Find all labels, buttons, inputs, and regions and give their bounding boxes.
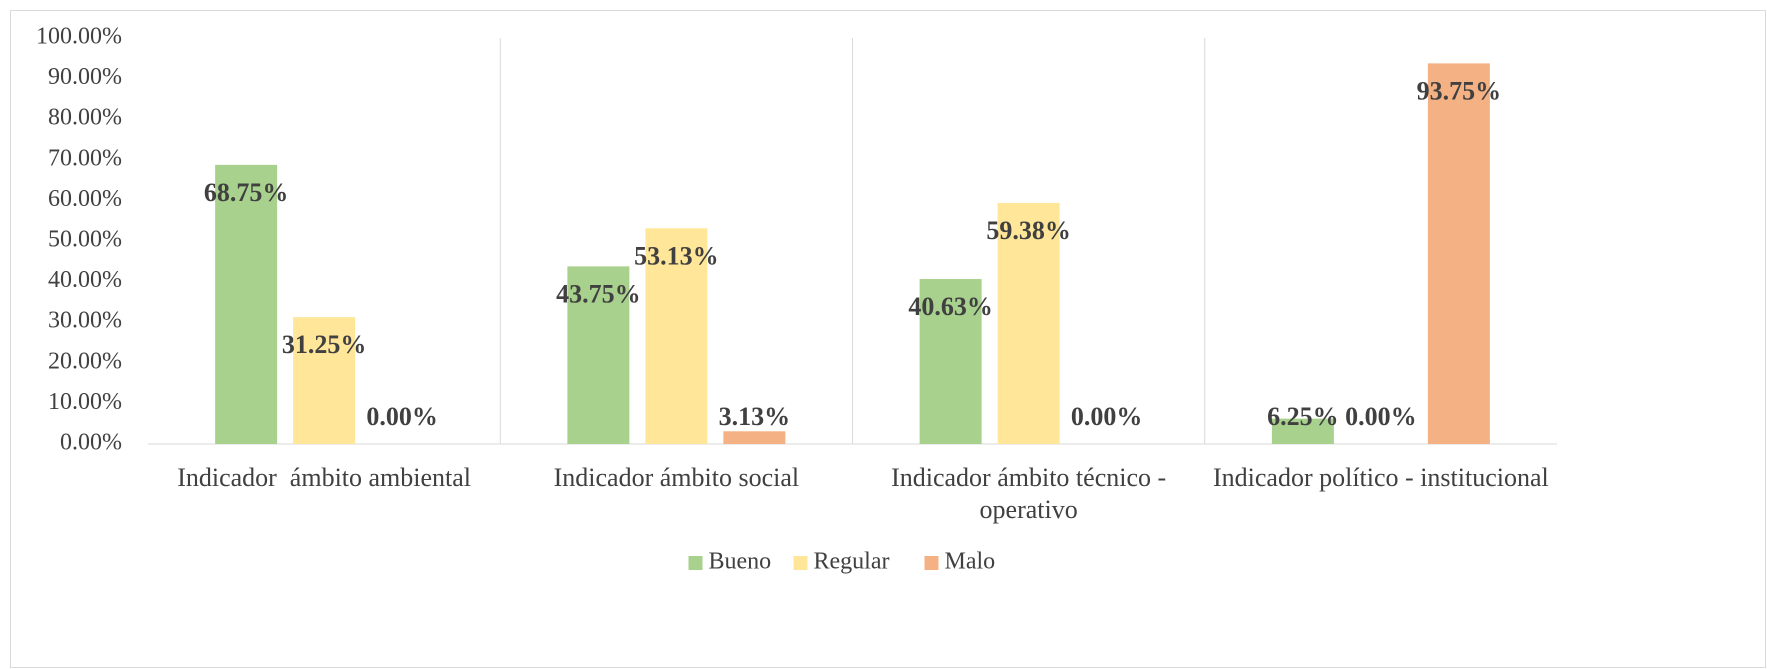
bar	[567, 266, 630, 444]
data-label: 59.38%	[986, 216, 1071, 245]
x-tick-label: Indicador ámbito social	[553, 463, 800, 492]
x-tick-label: Indicador ámbito técnico - operativo	[891, 463, 1173, 524]
y-tick-label: 30.00%	[48, 308, 122, 334]
data-label: 0.00%	[366, 402, 438, 431]
bar	[919, 279, 982, 444]
legend-swatch	[924, 556, 939, 570]
legend-swatch	[688, 556, 703, 570]
y-tick-label: 0.00%	[60, 430, 122, 456]
data-label: 93.75%	[1417, 76, 1502, 105]
data-label: 68.75%	[204, 178, 289, 207]
y-tick-label: 100.00%	[36, 24, 122, 50]
y-tick-label: 90.00%	[48, 64, 122, 90]
data-label: 40.63%	[908, 292, 993, 321]
y-tick-label: 20.00%	[48, 348, 122, 374]
data-label: 31.25%	[282, 330, 367, 359]
bar	[645, 228, 708, 444]
y-tick-label: 60.00%	[48, 186, 122, 212]
x-tick-label: Indicador ámbito ambiental	[177, 463, 472, 492]
data-label: 3.13%	[719, 402, 791, 431]
y-tick-label: 50.00%	[48, 227, 122, 253]
legend-label: Regular	[814, 549, 890, 575]
y-tick-label: 80.00%	[48, 105, 122, 131]
bar	[215, 164, 278, 444]
data-label: 0.00%	[1071, 402, 1143, 431]
bar	[293, 317, 356, 444]
y-tick-label: 70.00%	[48, 145, 122, 171]
data-label: 6.25%	[1267, 402, 1339, 431]
bar	[997, 202, 1060, 444]
bar	[1271, 418, 1334, 444]
data-label: 43.75%	[556, 279, 641, 308]
bar	[723, 431, 786, 444]
y-tick-label: 40.00%	[48, 267, 122, 293]
legend-label: Bueno	[709, 549, 772, 575]
y-tick-label: 10.00%	[48, 389, 122, 415]
x-tick-label: Indicador político - institucional	[1212, 463, 1549, 492]
bar	[1427, 63, 1490, 444]
legend-label: Malo	[945, 549, 996, 575]
chart-border	[10, 10, 1766, 668]
data-label: 0.00%	[1345, 402, 1417, 431]
legend-swatch	[793, 556, 808, 570]
data-label: 53.13%	[634, 241, 719, 270]
